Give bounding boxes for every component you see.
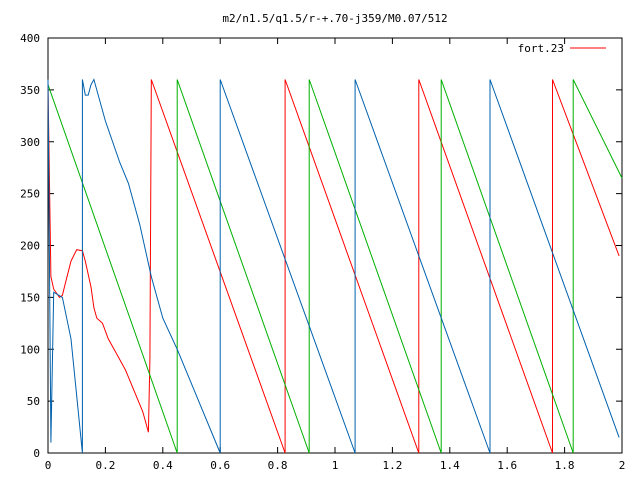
x-tick-label: 0.6 [210,459,230,472]
y-tick-label: 100 [20,343,40,356]
y-tick-label: 300 [20,136,40,149]
axis-ticks: 0 0.2 0.4 0.6 0.8 1 1.2 1.4 1.6 1.8 2 0 50 100 150 200 2… [20,32,625,472]
y-tick-label: 200 [20,240,40,253]
series-line-1 [47,79,620,454]
x-tick-label: 1.2 [382,459,402,472]
y-tick-label: 350 [20,84,40,97]
chart-title: m2/n1.5/q1.5/r-+.70-j359/M0.07/512 [222,12,447,25]
y-tick-label: 250 [20,188,40,201]
x-tick-label: 1.6 [497,459,517,472]
y-tick-label: 150 [20,291,40,304]
x-tick-label: 1.8 [555,459,575,472]
series-line-3 [47,78,620,454]
y-tick-label: 400 [20,32,40,45]
x-tick-label: 0.4 [153,459,173,472]
y-tick-label: 50 [27,395,40,408]
x-tick-label: 2 [619,459,626,472]
series-lines [47,78,623,454]
x-tick-label: 0.2 [95,459,115,472]
x-tick-label: 0 [45,459,52,472]
x-tick-label: 0.8 [268,459,288,472]
series-line-2 [47,79,623,454]
y-tick-label: 0 [33,447,40,460]
legend-label: fort.23 [518,42,564,55]
x-tick-label: 1.4 [440,459,460,472]
legend: fort.23 [518,42,606,55]
x-tick-label: 1 [332,459,339,472]
